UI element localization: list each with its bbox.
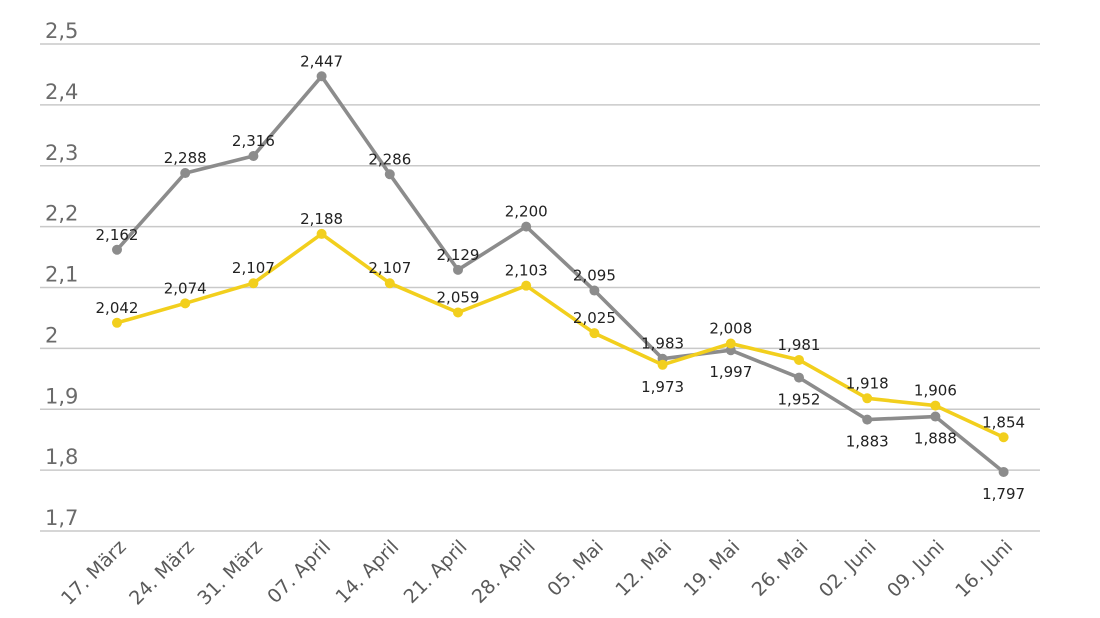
data-label: 2,316 [232, 132, 275, 150]
data-point [316, 71, 327, 82]
grid-lines [40, 43, 1040, 532]
data-point [180, 168, 191, 179]
y-tick-label: 1,8 [45, 445, 78, 469]
data-label: 1,981 [778, 336, 821, 354]
data-label: 1,888 [914, 430, 957, 448]
data-label: 2,200 [505, 203, 548, 221]
data-point [112, 244, 122, 255]
data-label: 1,952 [778, 391, 821, 409]
x-tick-label: 14. April [331, 536, 403, 608]
data-point [998, 466, 1009, 477]
y-tick-label: 2,3 [45, 141, 78, 165]
y-tick-label: 2,5 [45, 19, 78, 43]
data-label: 1,854 [982, 413, 1025, 431]
x-tick-label: 28. April [468, 536, 540, 608]
y-tick-label: 2,4 [45, 80, 78, 104]
x-tick-label: 19. Mai [680, 536, 745, 601]
x-tick-label: 12. Mai [611, 536, 676, 601]
data-label: 2,162 [96, 226, 139, 244]
data-point [930, 411, 941, 422]
data-label: 2,288 [164, 149, 207, 167]
data-label: 2,107 [368, 259, 411, 277]
data-point [589, 328, 600, 339]
x-tick-label: 09. Juni [883, 536, 949, 602]
data-point [248, 278, 259, 289]
data-label: 2,129 [437, 246, 480, 264]
data-point [248, 151, 259, 162]
x-tick-label: 16. Juni [951, 536, 1017, 602]
series-lines [112, 71, 1009, 477]
data-label: 2,107 [232, 259, 275, 277]
data-point [384, 169, 395, 180]
data-label: 1,983 [641, 335, 684, 353]
data-label: 1,883 [846, 433, 889, 451]
series-line-2 [115, 232, 1006, 440]
data-label: 2,103 [505, 262, 548, 280]
data-label: 1,918 [846, 374, 889, 392]
data-label: 2,059 [437, 288, 480, 306]
x-tick-label: 07. April [263, 536, 335, 608]
data-point [725, 338, 736, 349]
x-tick-label: 17. März [57, 536, 131, 610]
x-tick-label: 31. März [193, 536, 267, 610]
data-label: 1,906 [914, 382, 957, 400]
y-tick-label: 2 [45, 323, 58, 347]
data-point [453, 264, 463, 275]
y-tick-label: 2,1 [45, 263, 78, 287]
x-tick-label: 26. Mai [748, 536, 813, 601]
data-point [589, 285, 600, 296]
x-tick-label: 21. April [400, 536, 472, 608]
y-tick-label: 1,9 [45, 384, 78, 408]
data-point [180, 298, 191, 309]
data-label: 1,997 [709, 363, 752, 381]
data-label: 1,973 [641, 378, 684, 396]
data-label: 2,025 [573, 309, 616, 327]
data-point [930, 400, 941, 411]
x-tick-label: 02. Juni [815, 536, 881, 602]
data-label: 2,188 [300, 210, 343, 228]
data-point [316, 228, 327, 239]
y-tick-label: 1,7 [45, 506, 78, 530]
data-point [862, 393, 873, 404]
data-point [998, 432, 1009, 443]
data-point [453, 307, 463, 318]
data-label: 2,286 [368, 150, 411, 168]
data-point [112, 317, 122, 328]
data-label: 2,008 [709, 320, 752, 338]
x-tick-label: 24. März [125, 536, 199, 610]
data-point [521, 280, 532, 291]
data-label: 2,095 [573, 267, 616, 285]
data-point [521, 221, 532, 232]
data-label: 2,447 [300, 52, 343, 70]
y-axis-ticks: 1,7 1,8 1,9 2 2,1 2,2 2,3 2,4 2,5 [45, 19, 78, 530]
data-labels: 2,162 2,042 2,288 2,074 2,316 2,107 2,447 2,188… [96, 52, 1026, 503]
data-label: 1,797 [982, 485, 1025, 503]
data-point [794, 354, 804, 365]
data-label: 2,042 [96, 299, 139, 317]
data-point [862, 414, 873, 425]
data-point [794, 372, 804, 383]
data-label: 2,074 [164, 279, 207, 297]
data-point [657, 359, 668, 370]
x-tick-label: 05. Mai [543, 536, 608, 601]
y-tick-label: 2,2 [45, 202, 78, 226]
series-line-1 [115, 74, 1006, 474]
data-point [384, 278, 395, 289]
